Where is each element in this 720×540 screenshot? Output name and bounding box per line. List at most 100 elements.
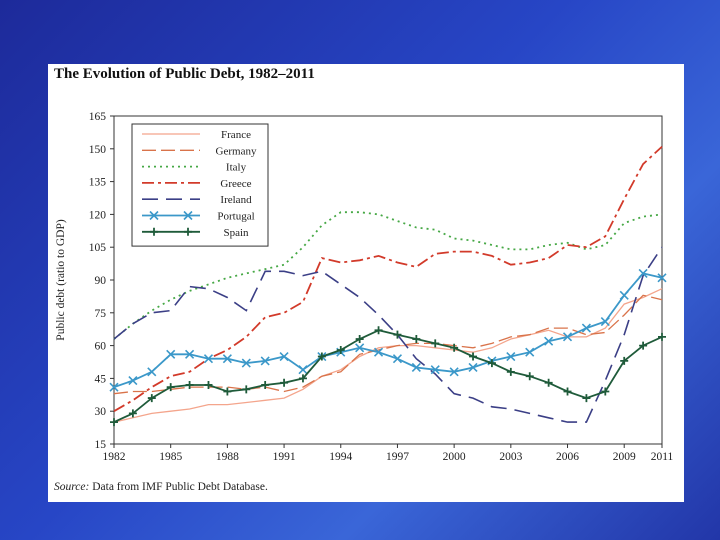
y-tick-label: 75 [95,308,107,320]
data-point-spain [355,335,364,344]
legend-marker-spain [184,227,192,236]
x-tick-label: 2000 [443,451,466,463]
source-note: Source: Data from IMF Public Debt Databa… [54,481,268,493]
x-tick-label: 1982 [103,451,126,463]
data-point-portugal [109,382,119,392]
series-line-ireland [113,246,663,423]
x-tick-label: 1997 [386,451,409,463]
data-point-portugal [147,367,157,377]
y-axis-label: Public debt (ratio to GDP) [55,219,67,341]
data-point-portugal [581,323,591,333]
data-point-portugal [638,268,648,279]
data-point-portugal [430,365,440,375]
data-point-spain [110,418,118,427]
source-text: Data from IMF Public Debt Database. [89,481,268,493]
data-point-portugal [279,351,289,362]
y-tick-label: 15 [95,439,107,451]
data-point-spain [317,352,326,361]
series-line-portugal [113,272,663,388]
data-point-spain [620,356,629,365]
source-label: Source: [54,481,90,493]
data-point-portugal [260,356,270,366]
data-point-portugal [506,351,516,362]
series-line-italy [113,211,663,340]
data-point-spain [128,409,137,418]
legend-label-ireland: Ireland [220,194,252,206]
data-point-spain [601,387,610,396]
y-tick-label: 90 [95,275,107,287]
data-point-spain [506,367,515,376]
data-point-spain [147,394,156,403]
data-point-spain [185,380,194,389]
data-point-portugal [203,354,214,364]
x-tick-label: 1994 [329,451,352,463]
legend-label-france: France [221,129,251,141]
y-tick-label: 30 [95,406,107,418]
data-point-spain [544,378,553,387]
data-point-portugal [392,354,403,364]
y-tick-label: 120 [89,209,107,221]
data-point-portugal [411,362,421,373]
data-point-portugal [185,349,195,359]
legend-label-portugal: Portugal [217,211,254,223]
data-point-portugal [525,347,535,357]
data-point-spain [223,387,232,396]
data-point-spain [582,394,591,403]
data-point-portugal [619,290,629,300]
chart-panel: The Evolution of Public Debt, 1982–2011 … [48,64,684,502]
data-point-spain [166,383,175,392]
data-point-portugal [468,362,478,373]
data-point-spain [242,385,251,394]
data-point-spain [393,330,402,339]
data-point-spain [280,378,289,387]
legend-label-germany: Germany [216,145,257,157]
data-point-spain [298,374,307,383]
x-tick-label: 1991 [273,451,296,463]
series-line-spain [113,329,663,423]
legend-marker-spain [150,227,158,236]
x-tick-label: 2009 [613,451,636,463]
data-point-portugal [544,336,554,346]
x-tick-label: 1985 [159,451,182,463]
chart-title: The Evolution of Public Debt, 1982–2011 [54,66,315,82]
y-tick-label: 165 [89,111,107,123]
data-point-portugal [241,358,251,368]
data-point-spain [450,343,459,352]
series-line-greece [113,145,663,412]
data-point-spain [261,380,270,389]
data-point-portugal [600,316,610,327]
y-tick-label: 45 [95,373,107,385]
y-tick-label: 150 [89,144,107,156]
data-point-spain [525,372,534,381]
data-point-portugal [355,343,365,353]
x-tick-label: 2003 [499,451,522,463]
x-tick-label: 1988 [216,451,239,463]
data-point-portugal [298,365,308,375]
y-tick-label: 60 [95,341,107,353]
data-point-spain [204,380,213,389]
data-point-portugal [166,349,176,359]
data-point-spain [487,359,496,368]
series-line-france [113,288,663,423]
legend-label-greece: Greece [220,178,251,190]
data-point-spain [639,341,648,350]
data-point-spain [374,326,383,335]
data-point-spain [563,387,572,396]
data-point-spain [431,339,440,348]
data-point-spain [336,345,345,354]
legend-marker-portugal [149,210,159,221]
data-point-portugal [128,376,138,386]
data-point-portugal [373,347,384,357]
y-tick-label: 105 [89,242,107,254]
legend-box [131,123,269,247]
data-point-spain [412,335,421,344]
legend-label-spain: Spain [223,227,249,239]
legend-label-italy: Italy [226,162,247,174]
data-point-portugal [562,332,573,342]
legend-marker-portugal [183,210,193,221]
data-point-spain [469,352,478,361]
x-tick-label: 2006 [556,451,579,463]
series-line-germany [113,294,663,395]
data-point-spain [658,332,666,341]
